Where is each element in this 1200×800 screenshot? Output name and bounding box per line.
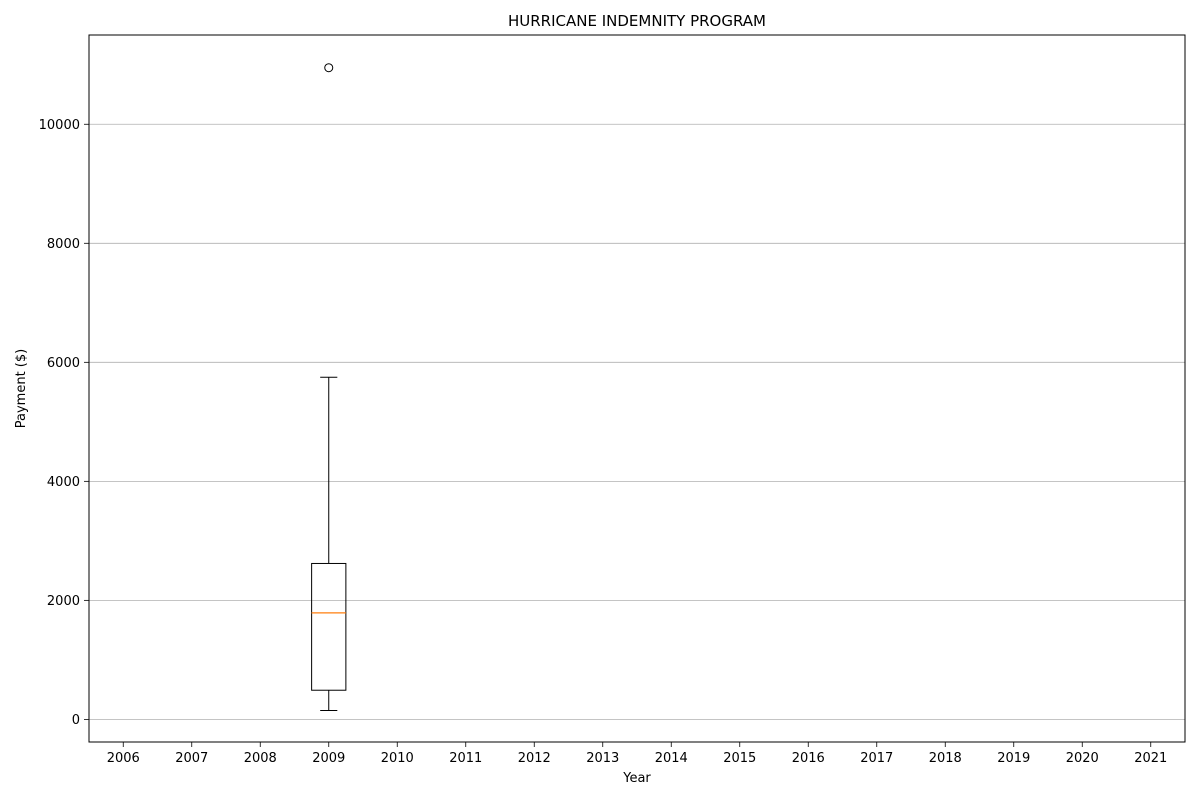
x-tick-label: 2010 <box>381 751 414 766</box>
chart-title: HURRICANE INDEMNITY PROGRAM <box>508 12 766 30</box>
x-tick-label: 2007 <box>175 751 208 766</box>
x-tick-label: 2021 <box>1134 751 1167 766</box>
x-tick-label: 2015 <box>723 751 756 766</box>
x-tick-label: 2014 <box>655 751 688 766</box>
y-tick-label: 8000 <box>47 237 80 252</box>
x-tick-label: 2011 <box>449 751 482 766</box>
x-tick-label: 2009 <box>312 751 345 766</box>
y-axis-ticks: 0 2000 4000 6000 8000 10000 <box>39 118 89 728</box>
x-tick-label: 2013 <box>586 751 619 766</box>
x-tick-label: 2006 <box>107 751 140 766</box>
x-tick-label: 2012 <box>518 751 551 766</box>
x-axis-ticks: 2006 2007 2008 2009 2010 2011 2012 2013 2014 2015… <box>107 742 1167 766</box>
iqr-box <box>311 562 347 691</box>
x-tick-label: 2008 <box>244 751 277 766</box>
y-axis-title: Payment ($) <box>14 349 29 428</box>
x-axis-title: Year <box>622 771 651 786</box>
y-tick-label: 10000 <box>39 118 80 133</box>
x-tick-label: 2017 <box>860 751 893 766</box>
y-tick-label: 6000 <box>47 356 80 371</box>
x-tick-label: 2020 <box>1066 751 1099 766</box>
gridlines <box>89 123 1185 720</box>
x-tick-label: 2016 <box>792 751 825 766</box>
y-tick-label: 4000 <box>47 475 80 490</box>
box-2009 <box>311 63 347 711</box>
plot-frame <box>88 34 1186 743</box>
outlier-point <box>324 63 334 73</box>
box-series <box>311 63 347 711</box>
x-tick-label: 2018 <box>929 751 962 766</box>
y-tick-label: 0 <box>72 713 80 728</box>
y-tick-label: 2000 <box>47 594 80 609</box>
x-tick-label: 2019 <box>997 751 1030 766</box>
